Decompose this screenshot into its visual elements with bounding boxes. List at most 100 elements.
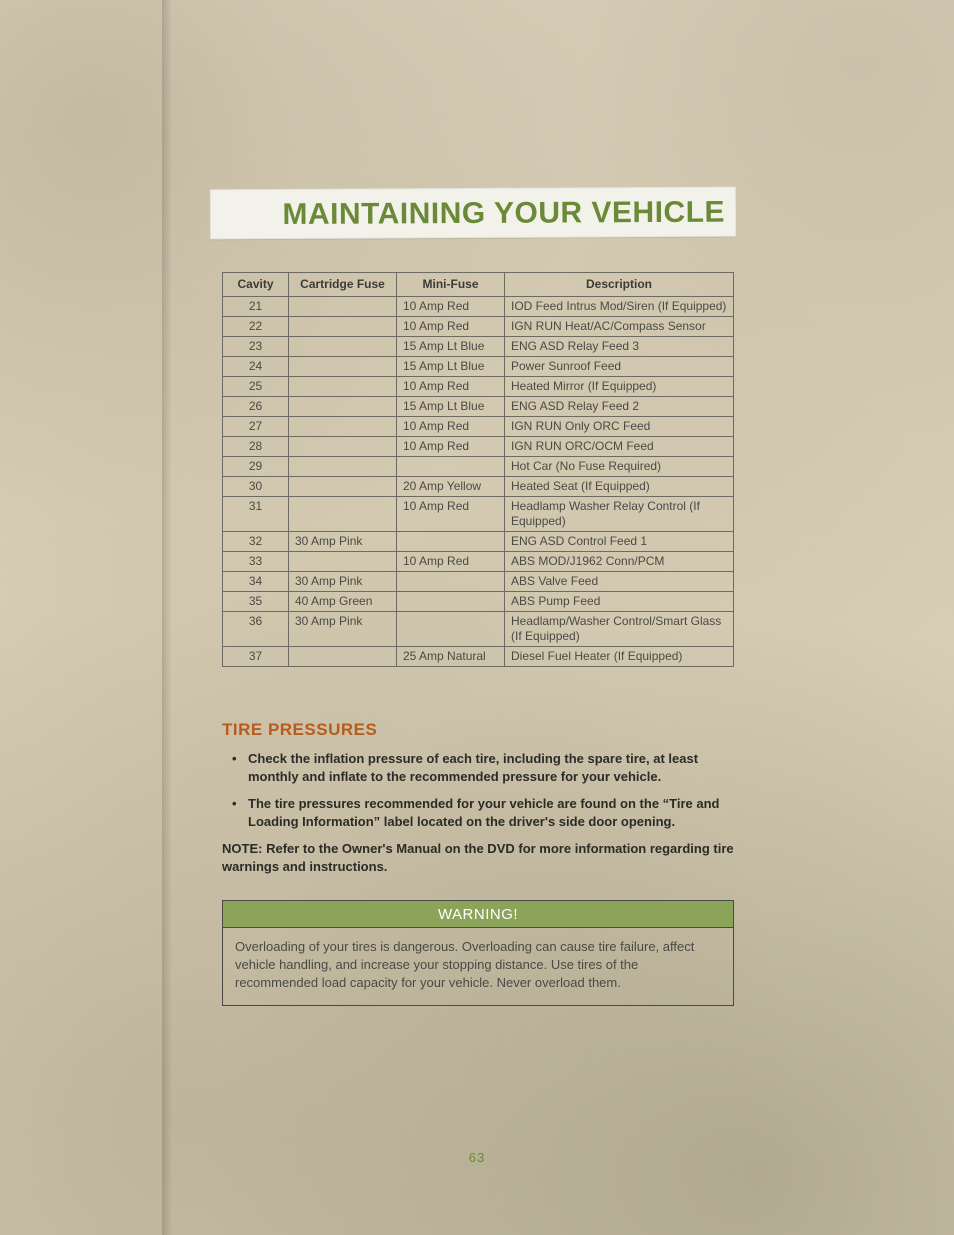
cell-cavity: 35	[223, 592, 289, 612]
cell-description: Power Sunroof Feed	[505, 357, 734, 377]
page-title-banner: MAINTAINING YOUR VEHICLE	[210, 188, 736, 238]
cell-cartridge-fuse	[289, 377, 397, 397]
table-row: 27 10 Amp RedIGN RUN Only ORC Feed	[223, 417, 734, 437]
fuse-table: Cavity Cartridge Fuse Mini-Fuse Descript…	[222, 272, 734, 667]
cell-description: IGN RUN Only ORC Feed	[505, 417, 734, 437]
page-title: MAINTAINING YOUR VEHICLE	[221, 196, 725, 233]
col-header-cartridge: Cartridge Fuse	[289, 273, 397, 297]
cell-mini-fuse: 20 Amp Yellow	[397, 477, 505, 497]
cell-cavity: 25	[223, 377, 289, 397]
warning-body: Overloading of your tires is dangerous. …	[223, 928, 733, 1005]
cell-cavity: 21	[223, 297, 289, 317]
cell-description: Headlamp/Washer Control/Smart Glass (If …	[505, 612, 734, 647]
list-item: Check the inflation pressure of each tir…	[236, 750, 734, 785]
cell-description: Heated Seat (If Equipped)	[505, 477, 734, 497]
cell-cavity: 29	[223, 457, 289, 477]
cell-cartridge-fuse	[289, 357, 397, 377]
cell-cartridge-fuse: 30 Amp Pink	[289, 532, 397, 552]
cell-description: ENG ASD Relay Feed 2	[505, 397, 734, 417]
cell-cartridge-fuse	[289, 647, 397, 667]
cell-cavity: 23	[223, 337, 289, 357]
page-number: 63	[0, 1150, 954, 1165]
cell-cartridge-fuse	[289, 337, 397, 357]
col-header-mini: Mini-Fuse	[397, 273, 505, 297]
col-header-description: Description	[505, 273, 734, 297]
cell-cartridge-fuse	[289, 437, 397, 457]
cell-cavity: 28	[223, 437, 289, 457]
cell-mini-fuse: 15 Amp Lt Blue	[397, 357, 505, 377]
table-row: 33 10 Amp RedABS MOD/J1962 Conn/PCM	[223, 552, 734, 572]
cell-mini-fuse	[397, 592, 505, 612]
cell-cavity: 22	[223, 317, 289, 337]
table-row: 3630 Amp Pink Headlamp/Washer Control/Sma…	[223, 612, 734, 647]
cell-description: ABS Pump Feed	[505, 592, 734, 612]
col-header-cavity: Cavity	[223, 273, 289, 297]
tire-pressures-list: Check the inflation pressure of each tir…	[222, 750, 734, 830]
cell-cartridge-fuse	[289, 397, 397, 417]
table-row: 3540 Amp Green ABS Pump Feed	[223, 592, 734, 612]
cell-mini-fuse: 10 Amp Red	[397, 297, 505, 317]
cell-description: Headlamp Washer Relay Control (If Equipp…	[505, 497, 734, 532]
cell-description: IGN RUN Heat/AC/Compass Sensor	[505, 317, 734, 337]
cell-cavity: 32	[223, 532, 289, 552]
tire-pressures-heading: TIRE PRESSURES	[222, 720, 734, 740]
cell-cavity: 34	[223, 572, 289, 592]
table-row: 37 25 Amp NaturalDiesel Fuel Heater (If E…	[223, 647, 734, 667]
cell-mini-fuse: 10 Amp Red	[397, 437, 505, 457]
cell-description: ENG ASD Relay Feed 3	[505, 337, 734, 357]
table-row: 23 15 Amp Lt BlueENG ASD Relay Feed 3	[223, 337, 734, 357]
table-row: 22 10 Amp RedIGN RUN Heat/AC/Compass Sens…	[223, 317, 734, 337]
cell-mini-fuse: 15 Amp Lt Blue	[397, 397, 505, 417]
cell-cavity: 33	[223, 552, 289, 572]
table-row: 31 10 Amp RedHeadlamp Washer Relay Contro…	[223, 497, 734, 532]
cell-mini-fuse: 10 Amp Red	[397, 497, 505, 532]
table-row: 2415 Amp Lt BluePower Sunroof Feed	[223, 357, 734, 377]
tire-pressures-note: NOTE: Refer to the Owner's Manual on the…	[222, 840, 734, 875]
cell-mini-fuse: 10 Amp Red	[397, 552, 505, 572]
cell-description: Heated Mirror (If Equipped)	[505, 377, 734, 397]
table-row: 28 10 Amp RedIGN RUN ORC/OCM Feed	[223, 437, 734, 457]
table-row: 3230 Amp Pink ENG ASD Control Feed 1	[223, 532, 734, 552]
tire-pressures-section: TIRE PRESSURES Check the inflation press…	[222, 720, 734, 875]
table-row: 3430 Amp PinkABS Valve Feed	[223, 572, 734, 592]
cell-cartridge-fuse	[289, 497, 397, 532]
warning-box: WARNING! Overloading of your tires is da…	[222, 900, 734, 1006]
cell-mini-fuse: 10 Amp Red	[397, 317, 505, 337]
cell-mini-fuse	[397, 612, 505, 647]
cell-cartridge-fuse	[289, 297, 397, 317]
cell-description: ABS MOD/J1962 Conn/PCM	[505, 552, 734, 572]
cell-description: Diesel Fuel Heater (If Equipped)	[505, 647, 734, 667]
cell-cavity: 30	[223, 477, 289, 497]
cell-cartridge-fuse: 30 Amp Pink	[289, 572, 397, 592]
cell-cartridge-fuse: 30 Amp Pink	[289, 612, 397, 647]
cell-mini-fuse: 15 Amp Lt Blue	[397, 337, 505, 357]
list-item: The tire pressures recommended for your …	[236, 795, 734, 830]
table-row: 2110 Amp RedIOD Feed Intrus Mod/Siren (I…	[223, 297, 734, 317]
cell-cavity: 26	[223, 397, 289, 417]
cell-description: Hot Car (No Fuse Required)	[505, 457, 734, 477]
table-header-row: Cavity Cartridge Fuse Mini-Fuse Descript…	[223, 273, 734, 297]
cell-mini-fuse	[397, 572, 505, 592]
cell-cartridge-fuse	[289, 317, 397, 337]
cell-cartridge-fuse	[289, 417, 397, 437]
cell-cavity: 37	[223, 647, 289, 667]
note-label: NOTE:	[222, 841, 262, 856]
cell-cavity: 36	[223, 612, 289, 647]
cell-cartridge-fuse: 40 Amp Green	[289, 592, 397, 612]
cell-mini-fuse: 10 Amp Red	[397, 417, 505, 437]
cell-description: ENG ASD Control Feed 1	[505, 532, 734, 552]
cell-mini-fuse	[397, 532, 505, 552]
cell-mini-fuse: 25 Amp Natural	[397, 647, 505, 667]
table-row: 29 Hot Car (No Fuse Required)	[223, 457, 734, 477]
table-row: 30 20 Amp YellowHeated Seat (If Equipped)	[223, 477, 734, 497]
table-row: 25 10 Amp RedHeated Mirror (If Equipped)	[223, 377, 734, 397]
page-gutter-shadow	[162, 0, 172, 1235]
table-row: 26 15 Amp Lt BlueENG ASD Relay Feed 2	[223, 397, 734, 417]
cell-cartridge-fuse	[289, 477, 397, 497]
cell-cavity: 27	[223, 417, 289, 437]
cell-description: IGN RUN ORC/OCM Feed	[505, 437, 734, 457]
cell-mini-fuse	[397, 457, 505, 477]
cell-cartridge-fuse	[289, 552, 397, 572]
cell-mini-fuse: 10 Amp Red	[397, 377, 505, 397]
cell-cavity: 31	[223, 497, 289, 532]
